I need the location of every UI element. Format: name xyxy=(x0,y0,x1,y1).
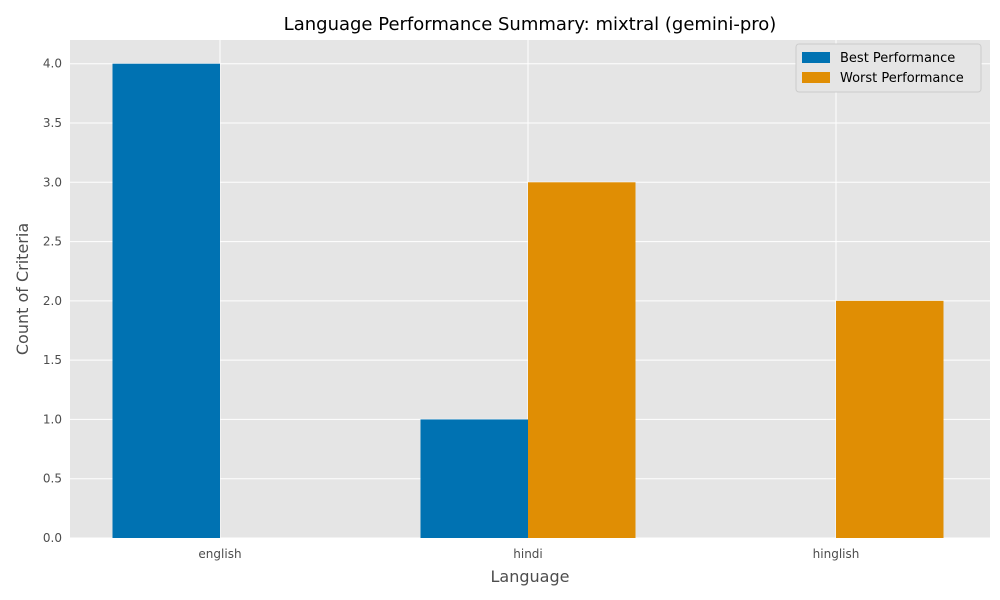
y-axis-label: Count of Criteria xyxy=(13,223,32,355)
y-tick-label: 4.0 xyxy=(43,57,62,71)
legend-swatch-best xyxy=(802,52,830,63)
y-tick-label: 0.0 xyxy=(43,531,62,545)
bar-best-english xyxy=(112,63,220,538)
y-tick-label: 1.5 xyxy=(43,353,62,367)
y-tick-label: 2.0 xyxy=(43,294,62,308)
x-tick-label-hindi: hindi xyxy=(513,547,543,561)
bars xyxy=(112,63,944,539)
y-tick-label: 2.5 xyxy=(43,235,62,249)
legend: Best Performance Worst Performance xyxy=(795,43,982,93)
x-tick-label-english: english xyxy=(198,547,241,561)
y-tick-label: 1.0 xyxy=(43,412,62,426)
chart-title: Language Performance Summary: mixtral (g… xyxy=(284,14,777,35)
legend-label-worst: Worst Performance xyxy=(840,71,964,86)
legend-box xyxy=(795,43,982,93)
y-tick-label: 3.0 xyxy=(43,175,62,189)
y-tick-label: 0.5 xyxy=(43,472,62,486)
x-axis-label: Language xyxy=(491,567,570,586)
x-tick-label-hinglish: hinglish xyxy=(813,547,860,561)
legend-label-best: Best Performance xyxy=(840,51,955,66)
y-tick-label: 3.5 xyxy=(43,116,62,130)
bar-worst-hinglish xyxy=(836,300,944,538)
bar-worst-hindi xyxy=(528,182,636,539)
tick-labels: 0.0 0.5 1.0 1.5 2.0 2.5 3.0 3.5 4.0 english hindi h… xyxy=(43,57,859,561)
bar-best-hindi xyxy=(420,419,528,538)
legend-swatch-worst xyxy=(802,72,830,83)
